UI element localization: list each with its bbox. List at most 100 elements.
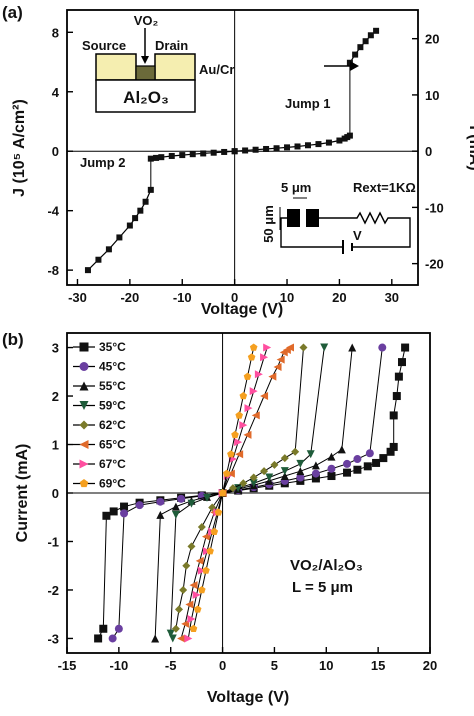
panel-b-data-point	[327, 472, 336, 481]
panel-a-y-tick-label-left: -4	[47, 204, 59, 219]
panel-b-y-tick-label: 0	[52, 486, 59, 501]
inset-source-label: Source	[82, 38, 126, 53]
panel-b-data-point	[179, 585, 188, 594]
panel-a-data-point	[294, 143, 301, 150]
panel-a-data-point	[200, 150, 207, 157]
panel-a-y-tick-label-right: -20	[425, 257, 444, 272]
panel-b-data-point	[135, 501, 144, 510]
panel-a-data-point	[352, 51, 359, 58]
panel-b-data-point	[226, 469, 235, 478]
substrate	[95, 79, 196, 113]
panel-b-data-point	[327, 452, 336, 461]
panel-b-data-point	[394, 372, 403, 381]
panel-a-series-line	[234, 135, 351, 152]
panel-b-jump-line	[369, 347, 383, 454]
panel-b-data-point	[108, 634, 117, 643]
panel-b-jump-line	[118, 513, 125, 629]
panel-b-jump-line	[102, 515, 107, 629]
panel-b-data-point	[291, 447, 300, 456]
panel-b-data-point	[353, 455, 362, 464]
panel-a-data-point	[325, 139, 332, 146]
panel-b-data-point	[114, 624, 123, 633]
panel-a-frame	[66, 9, 419, 286]
panel-a-y-tick-label-right: 0	[425, 144, 432, 159]
panel-a-data-point	[362, 38, 369, 45]
panel-b-data-point	[268, 372, 277, 381]
legend-marker	[79, 440, 89, 449]
panel-b-data-point	[198, 586, 206, 594]
panel-b-data-point	[182, 561, 191, 570]
panel-b-data-point	[260, 353, 269, 362]
panel-b-data-point	[187, 615, 196, 624]
panel-b-data-point	[197, 522, 206, 531]
panel-b-data-point	[156, 497, 165, 506]
panel-b-data-point	[270, 460, 279, 469]
legend-label: 59°C	[99, 399, 126, 413]
panel-b-data-point	[187, 542, 196, 551]
panel-a-data-point	[116, 234, 123, 241]
panel-a-data-point	[95, 256, 102, 263]
jump2-label: Jump 2	[80, 155, 126, 170]
legend-marker	[79, 381, 89, 391]
panel-b-data-point	[120, 509, 129, 518]
panel-b-data-point	[244, 404, 253, 413]
panel-b-data-point	[260, 392, 269, 401]
panel-b-data	[94, 343, 410, 643]
panel-b-x-tick-label: 15	[371, 658, 385, 673]
panel-b-data-point	[94, 634, 103, 643]
panel-a-data-point	[168, 152, 175, 159]
panel-b-data-point	[218, 489, 227, 497]
panel-b-x-tick-label: 0	[219, 658, 226, 673]
panel-b-data-point	[235, 411, 243, 419]
panel-a-data-point	[252, 146, 259, 153]
panel-a-data-point	[126, 222, 133, 229]
panel-b-data-point	[171, 510, 180, 519]
panel-a-data-point	[336, 137, 343, 144]
panel-a-y-tick-label-left: -8	[47, 263, 59, 278]
panel-a-data-point	[373, 27, 380, 34]
panel-b-jump-line	[170, 514, 177, 634]
legend-label: 69°C	[99, 477, 126, 491]
panel-b-data-point	[276, 355, 285, 364]
panel-a-x-tick-label: 20	[332, 290, 346, 305]
panel-b-data-point	[184, 634, 193, 643]
panel-a-y-tick-label-left: 0	[52, 144, 59, 159]
panel-b-data-point	[203, 493, 212, 502]
panel-b-data-point	[311, 469, 320, 478]
panel-b-series-line	[175, 492, 223, 516]
panel-b-data-point	[193, 605, 202, 613]
panel-b-data-point	[379, 454, 388, 463]
panel-b-data-point	[280, 467, 289, 476]
panel-b-legend: 35°C 45°C 55°C 59°C 62°C 65°C 67°C 69°C	[73, 340, 126, 491]
panel-b-data-point	[249, 387, 258, 396]
panel-b-data-point	[311, 461, 320, 470]
legend-label: 67°C	[99, 457, 126, 471]
panel-b-data-point	[243, 372, 252, 380]
panel-a-data	[84, 27, 380, 274]
panel-a-data-point	[105, 246, 112, 253]
panel-b-data-point	[299, 343, 308, 352]
panel-b-y-tick-label: 2	[52, 389, 59, 404]
panel-b-data-point	[343, 459, 352, 468]
panel-b-x-tick-label: -10	[109, 658, 128, 673]
panel-b-data-point	[247, 353, 256, 361]
panel-a-data-point	[84, 267, 91, 274]
panel-a-x-tick-label: -20	[120, 290, 139, 305]
panel-a-data-point	[142, 198, 149, 205]
panel-b-data-point	[249, 479, 258, 488]
panel-a-data-point	[147, 155, 154, 162]
panel-a-data-point	[284, 144, 291, 151]
panel-a-data-point	[346, 59, 353, 66]
panel-b-data-point	[348, 343, 357, 352]
legend-label: 55°C	[99, 379, 126, 393]
panel-a-data-point	[158, 154, 165, 161]
panel-b-data-point	[265, 473, 274, 482]
panel-a-y-tick-label-right: 10	[425, 88, 439, 103]
panel-b-data-point	[251, 411, 260, 420]
panel-a: (a) -30 -20 -10 0 10 20 30 -8 -4 0 4 8 -20 -10 0 10 20 V…	[2, 3, 474, 318]
panel-b-data-point	[327, 464, 336, 473]
panel-b-x-tick-label: -5	[165, 658, 177, 673]
panel-b-y-tick-label: -2	[47, 583, 59, 598]
panel-a-x-tick-label: -30	[68, 290, 87, 305]
panel-b-data-point	[228, 484, 237, 493]
